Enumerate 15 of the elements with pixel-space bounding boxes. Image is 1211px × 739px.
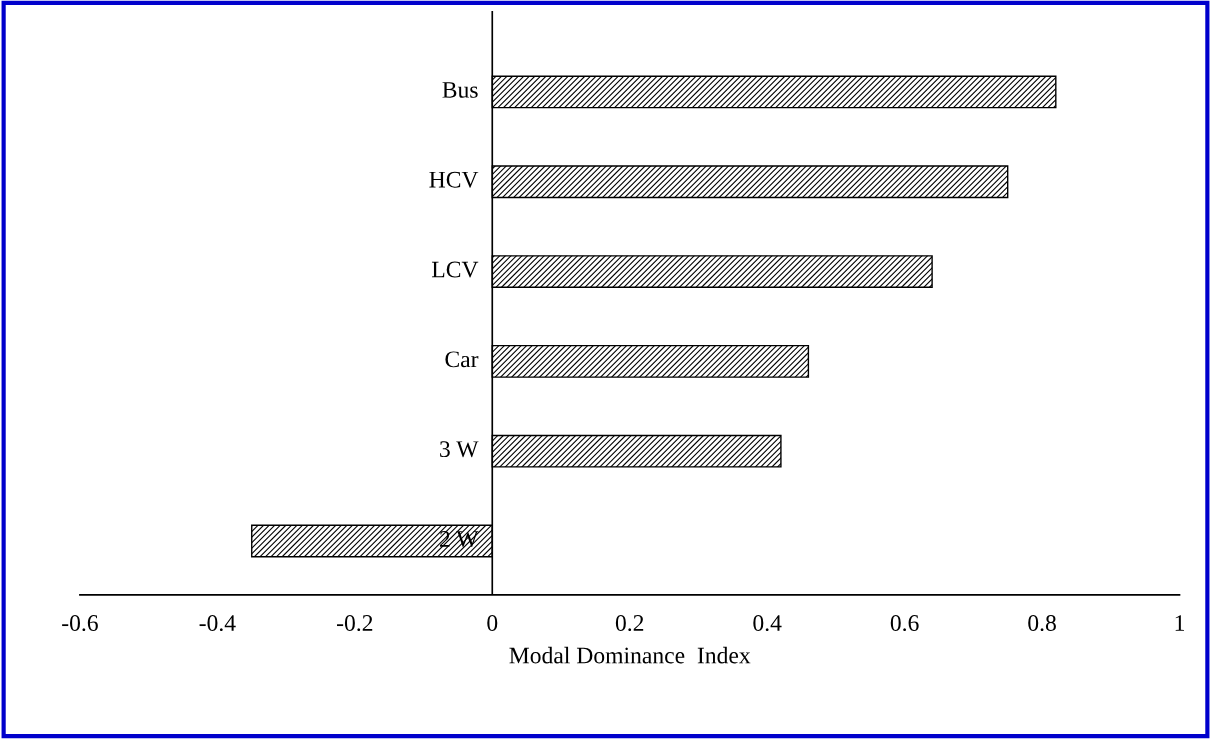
x-tick-label: -0.6 <box>62 615 98 632</box>
x-tick-label: 1 <box>1175 615 1184 631</box>
x-tick-label: -0.4 <box>199 615 236 632</box>
x-tick-label: 0.8 <box>1028 615 1056 632</box>
x-tick-label: 0 <box>487 615 498 631</box>
y-tick-label: Car <box>445 351 479 368</box>
y-tick-label: Bus <box>442 82 478 98</box>
x-tick-label: 0.4 <box>753 615 782 632</box>
x-tick-label: 0.6 <box>890 615 919 632</box>
x-tick-label: 0.2 <box>615 615 644 632</box>
y-tick-label: HCV <box>429 171 479 188</box>
y-tick-label: 3 W <box>440 441 479 458</box>
x-axis-title: Modal Dominance Index <box>509 646 751 664</box>
y-tick-label: LCV <box>431 261 479 278</box>
x-tick-label: -0.2 <box>337 615 373 632</box>
